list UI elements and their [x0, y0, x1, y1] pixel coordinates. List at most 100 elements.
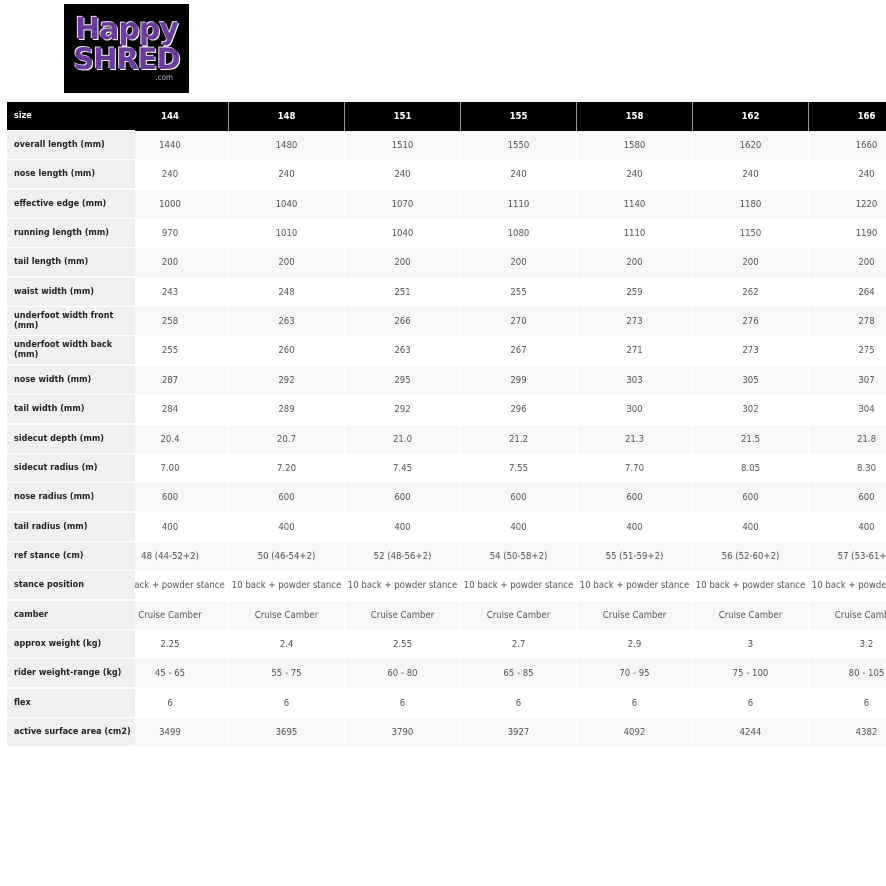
table-row: nose width (mm) 287 292 295 299 303 305 307	[7, 365, 886, 395]
table-row: active surface area (cm2) 3499 3695 3790 392…	[7, 718, 886, 747]
table-cell: 240	[161, 169, 179, 181]
table-row: ref stance (cm) 48 (44-52+2) 50 (46-54+2) 5…	[7, 541, 886, 571]
table-cell: 70 - 95	[576, 659, 692, 689]
table-cell: 45 - 65	[154, 668, 186, 680]
row-label: approx weight (kg)	[7, 629, 135, 659]
table-cell: 255	[161, 345, 179, 357]
table-cell: 6	[692, 688, 808, 718]
table-cell: 1040	[228, 189, 344, 219]
table-cell: 7.00	[160, 462, 180, 474]
table-cell: 1040	[344, 219, 460, 249]
table-cell: 10 back + powder stance	[576, 571, 692, 601]
row-label: nose width (mm)	[7, 365, 135, 395]
row-label: nose length (mm)	[7, 160, 135, 190]
table-cell: 1180	[692, 189, 808, 219]
header-size-cell: 166	[808, 102, 886, 131]
table-cell: 292	[344, 395, 460, 425]
table-cell: 6	[808, 688, 886, 718]
table-cell: 248	[228, 277, 344, 307]
table-cell: 21.3	[576, 424, 692, 454]
row-label: tail width (mm)	[7, 395, 135, 425]
table-cell: 10 back + powder stance	[115, 580, 225, 592]
table-cell: 1660	[808, 131, 886, 160]
table-cell: 278	[808, 307, 886, 337]
header-size-cell: 158	[576, 102, 692, 131]
table-cell: 6	[460, 688, 576, 718]
table-cell: 1620	[692, 131, 808, 160]
row-label: rider weight-range (kg)	[7, 659, 135, 689]
row-label: tail radius (mm)	[7, 512, 135, 542]
table-cell: 1110	[576, 219, 692, 249]
table-cell: 243	[161, 286, 179, 298]
table-cell: 251	[344, 277, 460, 307]
table-cell: 6	[228, 688, 344, 718]
table-cell: 255	[460, 277, 576, 307]
row-label: ref stance (cm)	[7, 541, 135, 571]
table-cell: 20.7	[228, 424, 344, 454]
table-cell: 300	[576, 395, 692, 425]
table-cell: 4382	[808, 718, 886, 747]
header-size-cell: 144	[161, 111, 179, 122]
table-cell: 200	[460, 248, 576, 278]
table-cell: 299	[460, 365, 576, 395]
table-cell: 258	[161, 316, 179, 328]
table-row: overall length (mm) 1440 1480 1510 1550 1580 1…	[7, 131, 886, 160]
table-cell: 600	[460, 483, 576, 513]
table-cell: 1550	[460, 131, 576, 160]
table-cell: 200	[228, 248, 344, 278]
table-cell: 200	[161, 257, 179, 269]
table-row: underfoot width back (mm) 255 260 263 267 271…	[7, 336, 886, 366]
table-cell: 55 - 75	[228, 659, 344, 689]
table-cell: 55 (51-59+2)	[576, 541, 692, 571]
logo-line-3: .com	[155, 73, 173, 82]
table-cell: 240	[692, 160, 808, 190]
logo-line-2: SHRED	[73, 42, 180, 76]
row-label: overall length (mm)	[7, 131, 135, 160]
table-cell: 7.70	[576, 453, 692, 483]
table-cell: 275	[808, 336, 886, 366]
table-cell: 200	[692, 248, 808, 278]
table-cell: Cruise Camber	[228, 600, 344, 630]
table-cell: 400	[808, 512, 886, 542]
table-cell: 7.45	[344, 453, 460, 483]
table-cell: 1110	[460, 189, 576, 219]
table-row: stance position 10 back + powder stance 10…	[7, 571, 886, 601]
table-cell: Cruise Camber	[808, 600, 886, 630]
table-cell: 262	[692, 277, 808, 307]
table-cell: 263	[344, 336, 460, 366]
table-cell: 4244	[692, 718, 808, 747]
table-cell: 600	[692, 483, 808, 513]
logo-line-1: Happy	[75, 12, 179, 47]
table-cell: 21.2	[460, 424, 576, 454]
row-label: active surface area (cm2)	[7, 718, 135, 747]
table-cell: Cruise Camber	[344, 600, 460, 630]
row-label: waist width (mm)	[7, 277, 135, 307]
table-cell: 296	[460, 395, 576, 425]
table-cell: 600	[228, 483, 344, 513]
table-cell: 80 - 105	[808, 659, 886, 689]
row-label: sidecut depth (mm)	[7, 424, 135, 454]
table-row: flex 6 6 6 6 6 6 6	[7, 688, 886, 718]
table-row: tail length (mm) 200 200 200 200 200 200 200	[7, 248, 886, 278]
table-cell: 273	[692, 336, 808, 366]
table-cell: 21.5	[692, 424, 808, 454]
table-cell: 400	[228, 512, 344, 542]
table-cell: 1000	[159, 198, 181, 210]
table-cell: 271	[576, 336, 692, 366]
happy-shred-logo: Happy SHRED .com	[64, 4, 189, 93]
table-row: sidecut depth (mm) 20.4 20.7 21.0 21.2 21.3 21…	[7, 424, 886, 454]
row-label: underfoot width front (mm)	[7, 307, 135, 337]
table-cell: 54 (50-58+2)	[460, 541, 576, 571]
table-cell: 287	[161, 374, 179, 386]
table-cell: 3927	[460, 718, 576, 747]
table-row: effective edge (mm) 1000 1040 1070 1110 1140 1…	[7, 189, 886, 219]
table-cell: 266	[344, 307, 460, 337]
table-cell: 276	[692, 307, 808, 337]
row-label: underfoot width back (mm)	[7, 336, 135, 366]
table-cell: 289	[228, 395, 344, 425]
table-row: camber Cruise Camber Cruise Camber Cruise C…	[7, 600, 886, 630]
table-cell: 10 back + powder stance	[460, 571, 576, 601]
table-row: nose radius (mm) 600 600 600 600 600 600 600	[7, 483, 886, 513]
table-row: waist width (mm) 243 248 251 255 259 262 264	[7, 277, 886, 307]
table-cell: 10 back + powder stance	[808, 571, 886, 601]
